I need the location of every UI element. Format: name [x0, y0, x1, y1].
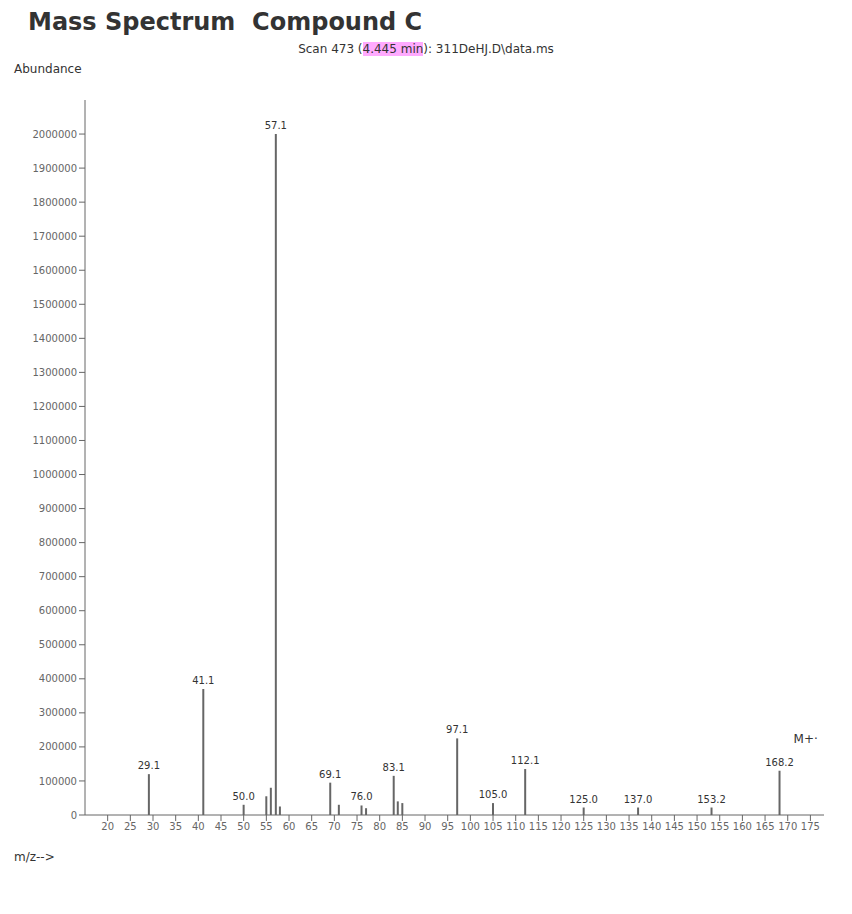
svg-text:115: 115	[529, 821, 548, 832]
svg-text:170: 170	[778, 821, 797, 832]
svg-text:145: 145	[665, 821, 684, 832]
svg-text:50.0: 50.0	[233, 791, 255, 802]
svg-text:700000: 700000	[39, 571, 77, 582]
svg-text:41.1: 41.1	[192, 675, 214, 686]
svg-text:165: 165	[756, 821, 775, 832]
svg-text:600000: 600000	[39, 605, 77, 616]
svg-text:140: 140	[642, 821, 661, 832]
svg-text:97.1: 97.1	[446, 724, 468, 735]
svg-text:130: 130	[597, 821, 616, 832]
svg-text:95: 95	[441, 821, 454, 832]
svg-text:155: 155	[710, 821, 729, 832]
svg-text:75: 75	[351, 821, 364, 832]
svg-text:76.0: 76.0	[350, 791, 372, 802]
svg-text:85: 85	[396, 821, 409, 832]
svg-text:1500000: 1500000	[32, 299, 77, 310]
svg-text:1800000: 1800000	[32, 197, 77, 208]
svg-text:1400000: 1400000	[32, 333, 77, 344]
svg-text:1600000: 1600000	[32, 265, 77, 276]
svg-text:29.1: 29.1	[138, 760, 160, 771]
svg-text:0: 0	[71, 810, 77, 821]
svg-text:300000: 300000	[39, 707, 77, 718]
svg-text:105: 105	[483, 821, 502, 832]
svg-text:150: 150	[688, 821, 707, 832]
svg-text:80: 80	[373, 821, 386, 832]
svg-text:200000: 200000	[39, 741, 77, 752]
svg-text:137.0: 137.0	[624, 794, 653, 805]
svg-text:500000: 500000	[39, 639, 77, 650]
svg-text:65: 65	[305, 821, 318, 832]
svg-text:35: 35	[169, 821, 182, 832]
html-text:Scan 473 (4.445 min): 311DeHJ.: Scan 473 (4.445 min): 311DeHJ.D\data.ms	[298, 42, 554, 56]
svg-text:168.2: 168.2	[765, 757, 794, 768]
html-text:Abundance: Abundance	[14, 62, 82, 76]
svg-text:135: 135	[620, 821, 639, 832]
svg-text:90: 90	[419, 821, 432, 832]
svg-text:1900000: 1900000	[32, 163, 77, 174]
svg-text:1100000: 1100000	[32, 435, 77, 446]
svg-text:70: 70	[328, 821, 341, 832]
svg-text:30: 30	[147, 821, 160, 832]
svg-text:45: 45	[215, 821, 228, 832]
svg-text:100: 100	[461, 821, 480, 832]
svg-text:100000: 100000	[39, 776, 77, 787]
svg-text:1700000: 1700000	[32, 231, 77, 242]
svg-text:20: 20	[101, 821, 114, 832]
svg-text:120: 120	[551, 821, 570, 832]
svg-text:175: 175	[801, 821, 820, 832]
svg-text:55: 55	[260, 821, 273, 832]
svg-text:800000: 800000	[39, 537, 77, 548]
svg-text:57.1: 57.1	[265, 120, 287, 131]
svg-text:25: 25	[124, 821, 137, 832]
svg-text:110: 110	[506, 821, 525, 832]
svg-text:50: 50	[237, 821, 250, 832]
svg-text:M+·: M+·	[794, 732, 818, 746]
svg-text:112.1: 112.1	[511, 755, 540, 766]
svg-text:400000: 400000	[39, 673, 77, 684]
svg-text:1300000: 1300000	[32, 367, 77, 378]
svg-text:1200000: 1200000	[32, 401, 77, 412]
svg-text:125: 125	[574, 821, 593, 832]
svg-text:105.0: 105.0	[479, 789, 508, 800]
svg-text:40: 40	[192, 821, 205, 832]
svg-text:153.2: 153.2	[697, 794, 726, 805]
svg-text:1000000: 1000000	[32, 469, 77, 480]
svg-text:900000: 900000	[39, 503, 77, 514]
svg-text:83.1: 83.1	[383, 762, 405, 773]
svg-text:60: 60	[283, 821, 296, 832]
svg-text:125.0: 125.0	[569, 794, 598, 805]
html-text:m/z-->: m/z-->	[14, 850, 55, 864]
svg-text:2000000: 2000000	[32, 129, 77, 140]
svg-text:69.1: 69.1	[319, 769, 341, 780]
svg-text:160: 160	[733, 821, 752, 832]
html-text:Mass Spectrum Compound C: Mass Spectrum Compound C	[28, 8, 423, 36]
